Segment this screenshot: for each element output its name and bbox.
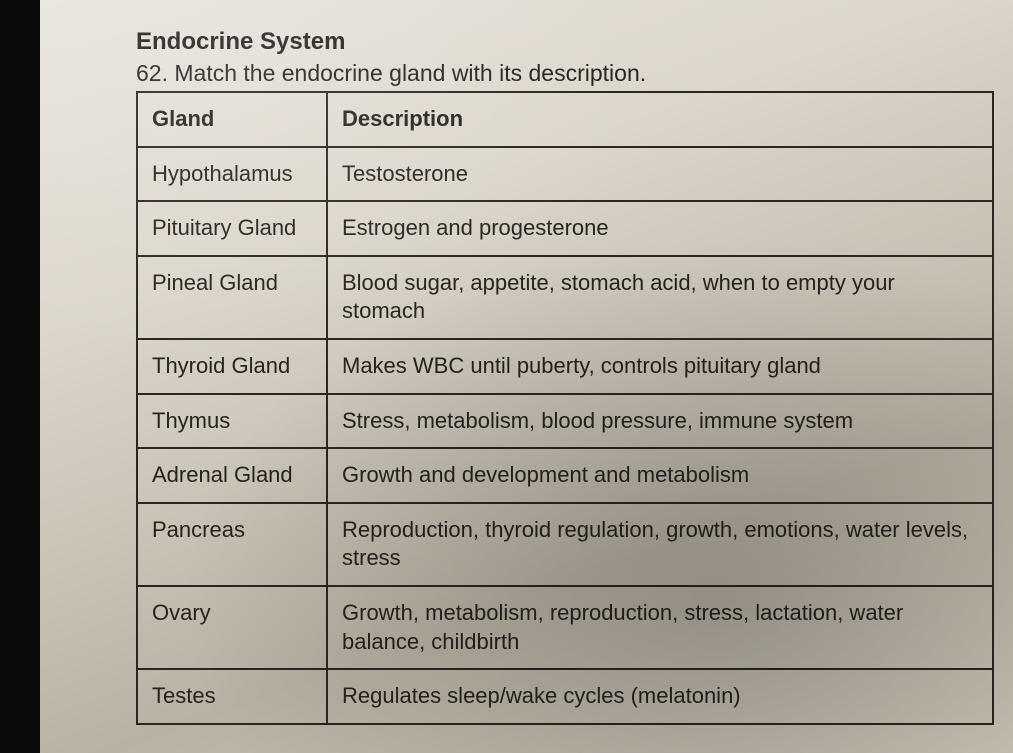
table-row: Hypothalamus Testosterone — [137, 147, 993, 202]
gland-cell: Thymus — [137, 394, 327, 449]
description-cell: Testosterone — [327, 147, 993, 202]
table-row: Thyroid Gland Makes WBC until puberty, c… — [137, 339, 993, 394]
gland-cell: Pancreas — [137, 503, 327, 586]
gland-cell: Ovary — [137, 586, 327, 669]
description-cell: Growth, metabolism, reproduction, stress… — [327, 586, 993, 669]
description-cell: Stress, metabolism, blood pressure, immu… — [327, 394, 993, 449]
gland-cell: Testes — [137, 669, 327, 724]
description-cell: Growth and development and metabolism — [327, 448, 993, 503]
gland-cell: Adrenal Gland — [137, 448, 327, 503]
table-row: Thymus Stress, metabolism, blood pressur… — [137, 394, 993, 449]
table-header-gland: Gland — [137, 92, 327, 147]
gland-cell: Hypothalamus — [137, 147, 327, 202]
table-header-row: Gland Description — [137, 92, 993, 147]
table-row: Testes Regulates sleep/wake cycles (mela… — [137, 669, 993, 724]
binding-spine — [0, 0, 40, 753]
description-cell: Reproduction, thyroid regulation, growth… — [327, 503, 993, 586]
gland-cell: Pineal Gland — [137, 256, 327, 339]
table-row: Adrenal Gland Growth and development and… — [137, 448, 993, 503]
gland-cell: Thyroid Gland — [137, 339, 327, 394]
section-heading: Endocrine System — [136, 28, 993, 56]
description-cell: Regulates sleep/wake cycles (melatonin) — [327, 669, 993, 724]
table-row: Ovary Growth, metabolism, reproduction, … — [137, 586, 993, 669]
table-row: Pancreas Reproduction, thyroid regulatio… — [137, 503, 993, 586]
description-cell: Blood sugar, appetite, stomach acid, whe… — [327, 256, 993, 339]
description-cell: Estrogen and progesterone — [327, 201, 993, 256]
table-header-description: Description — [327, 92, 993, 147]
worksheet-page: Endocrine System 62. Match the endocrine… — [40, 0, 1013, 753]
question-prompt: 62. Match the endocrine gland with its d… — [136, 60, 993, 87]
gland-description-table: Gland Description Hypothalamus Testoster… — [136, 91, 994, 725]
description-cell: Makes WBC until puberty, controls pituit… — [327, 339, 993, 394]
table-row: Pituitary Gland Estrogen and progesteron… — [137, 201, 993, 256]
table-row: Pineal Gland Blood sugar, appetite, stom… — [137, 256, 993, 339]
gland-cell: Pituitary Gland — [137, 201, 327, 256]
